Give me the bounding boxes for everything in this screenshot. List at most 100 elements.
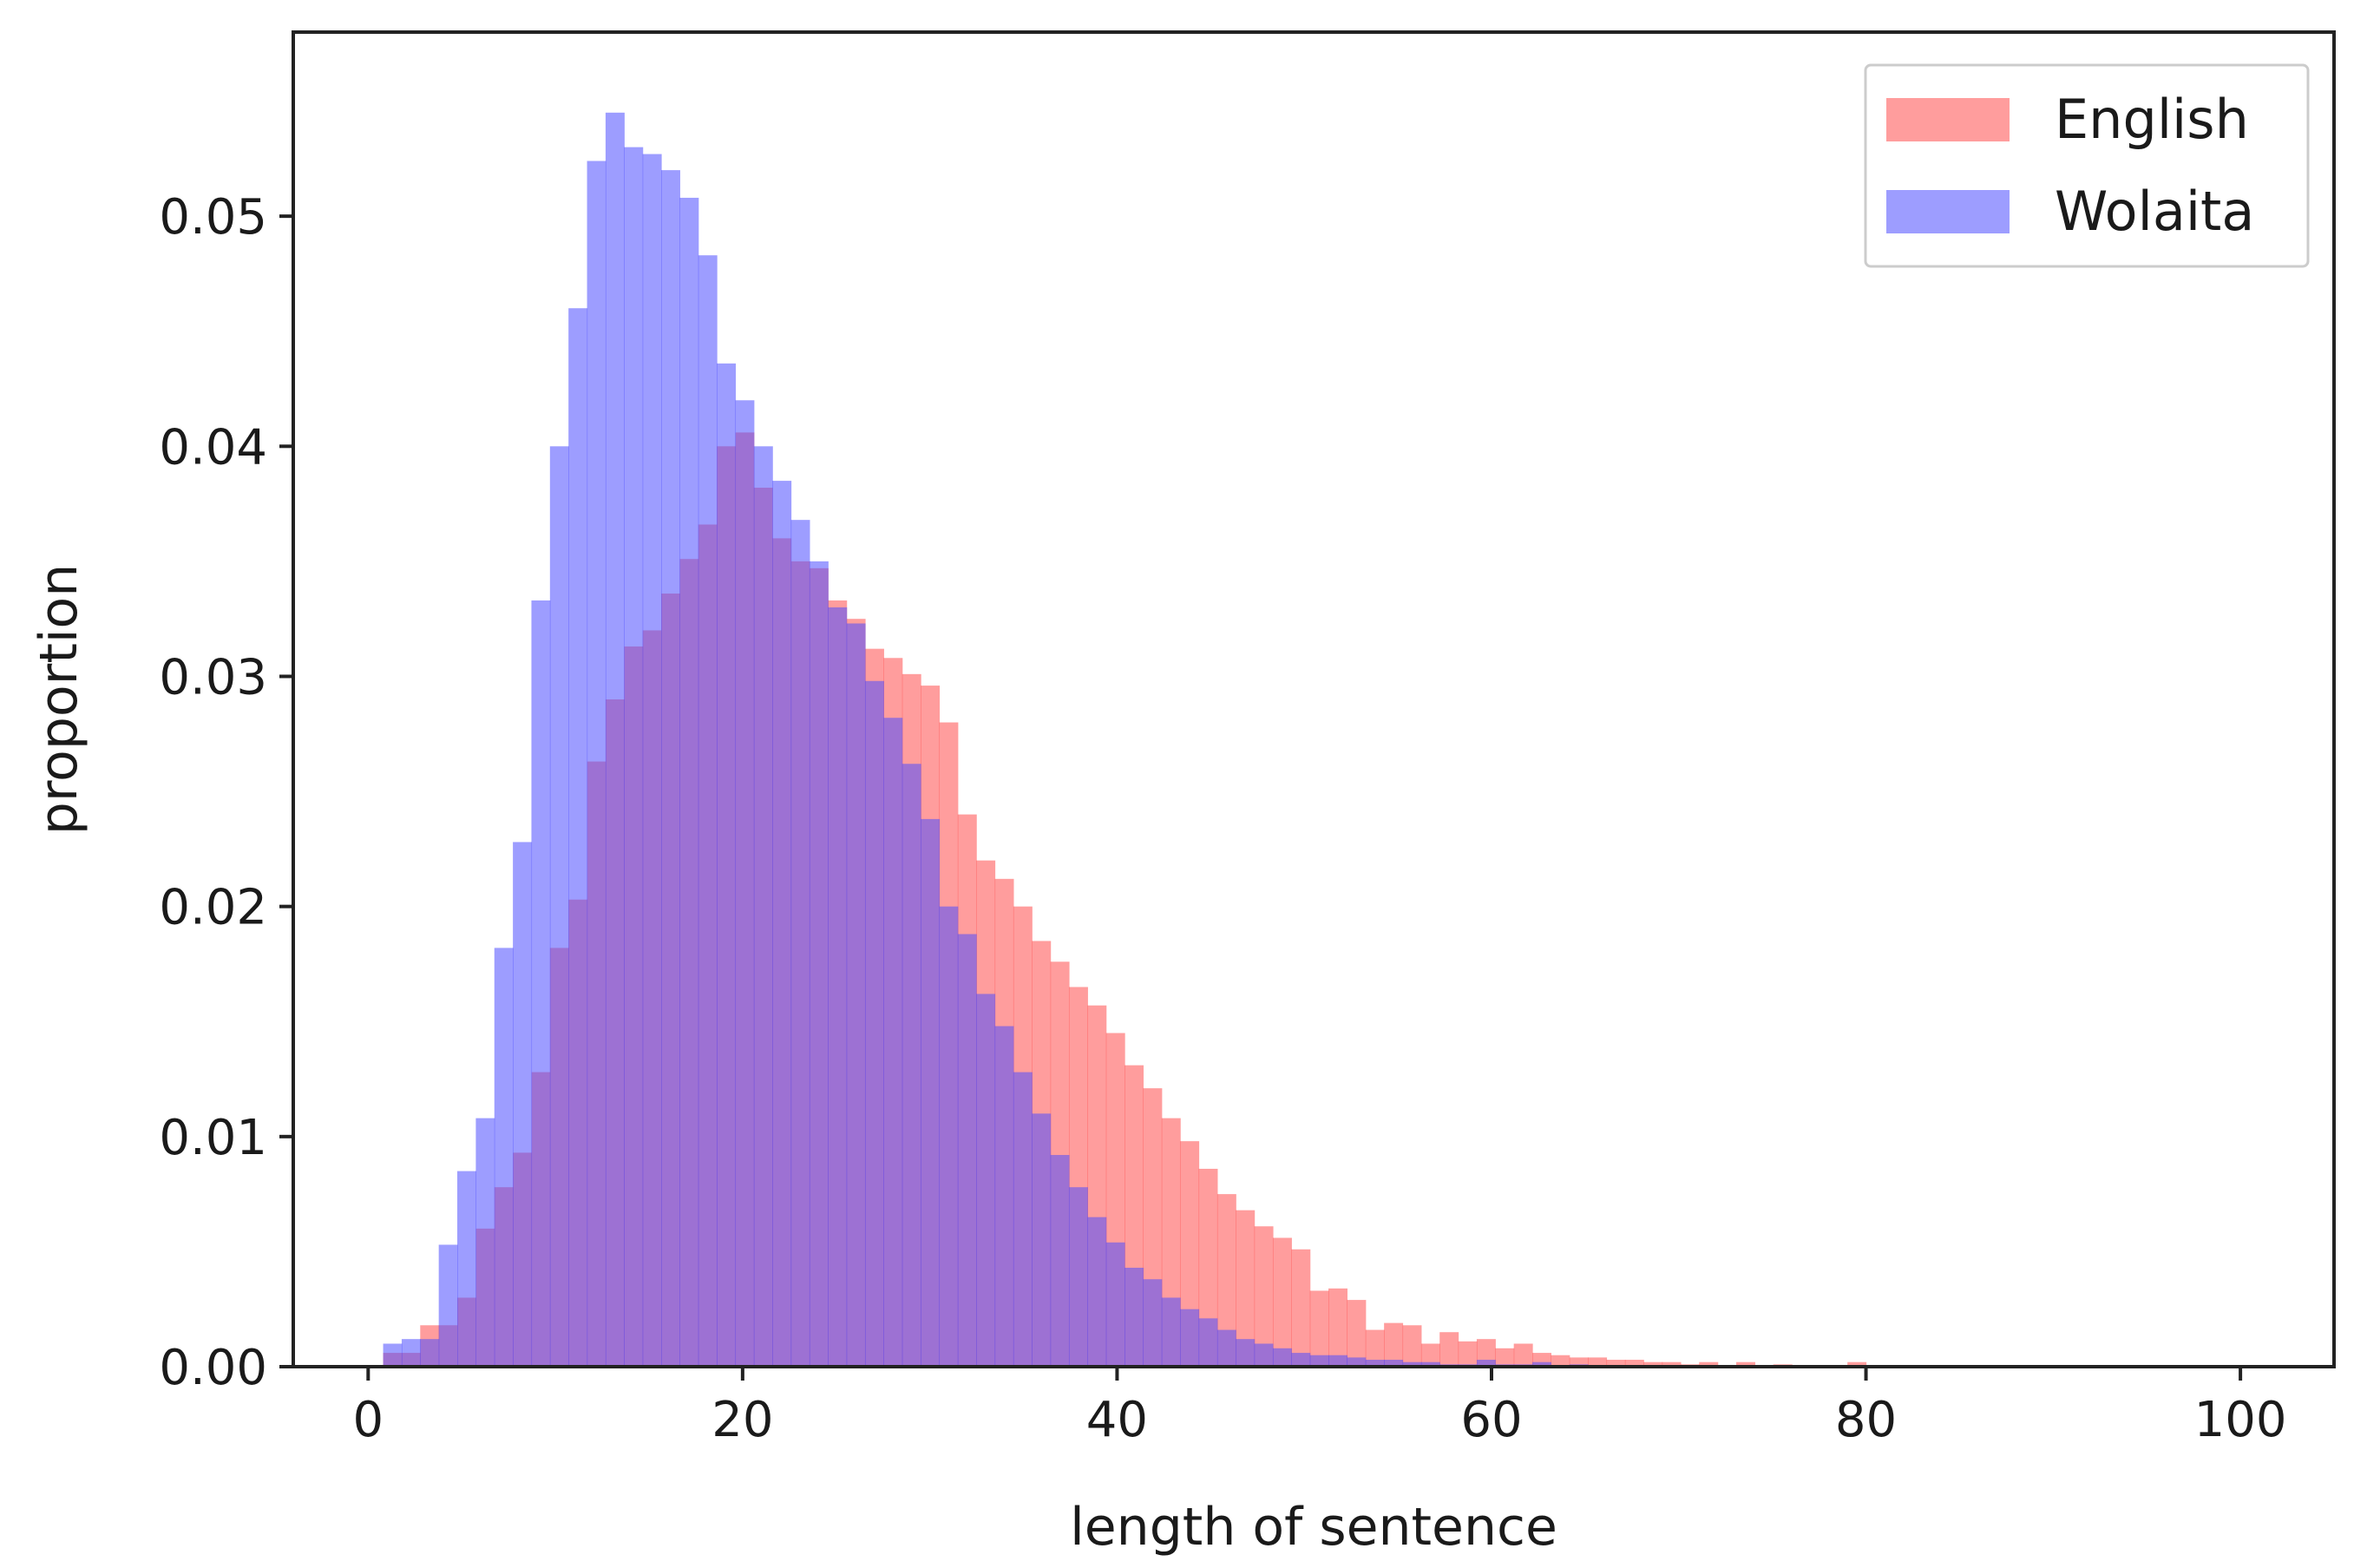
bar-wolaita-47 (1254, 1343, 1274, 1367)
bar-wolaita-17 (698, 255, 718, 1368)
x-tick-label: 60 (1460, 1392, 1522, 1448)
bar-wolaita-24 (828, 607, 848, 1367)
bar-english-71 (1699, 1361, 1719, 1367)
bar-wolaita-13 (624, 147, 644, 1368)
bar-wolaita-26 (864, 680, 884, 1367)
bar-wolaita-53 (1365, 1360, 1385, 1367)
bar-wolaita-46 (1236, 1339, 1256, 1367)
bar-english-47 (1254, 1226, 1274, 1367)
bar-wolaita-7 (513, 842, 533, 1367)
bar-wolaita-35 (1032, 1113, 1052, 1367)
bar-english-48 (1272, 1237, 1292, 1367)
x-axis: 0 20 40 60 80 100 (352, 1367, 2287, 1448)
bar-wolaita-5 (475, 1118, 495, 1367)
bar-wolaita-38 (1087, 1217, 1107, 1367)
bar-wolaita-43 (1180, 1309, 1200, 1367)
y-tick-label: 0.00 (159, 1340, 267, 1396)
bar-wolaita-23 (809, 561, 829, 1367)
bar-english-79 (1847, 1361, 1867, 1367)
bar-wolaita-36 (1050, 1155, 1070, 1367)
bar-english-44 (1198, 1168, 1218, 1367)
bar-wolaita-11 (587, 161, 607, 1367)
bar-wolaita-4 (457, 1171, 476, 1367)
bar-wolaita-16 (679, 197, 699, 1367)
bar-wolaita-59 (1476, 1360, 1496, 1367)
bar-wolaita-9 (549, 446, 569, 1367)
bar-wolaita-37 (1068, 1187, 1088, 1367)
y-axis: 0.00 0.01 0.02 0.03 0.04 0.05 (159, 189, 293, 1396)
bar-wolaita-45 (1216, 1329, 1236, 1367)
bar-wolaita-33 (994, 1026, 1014, 1367)
bar-wolaita-27 (883, 718, 903, 1367)
bar-wolaita-14 (642, 154, 662, 1367)
bar-english-50 (1309, 1290, 1329, 1367)
bar-wolaita-18 (717, 363, 737, 1368)
bar-wolaita-44 (1198, 1318, 1218, 1367)
bar-wolaita-34 (1013, 1072, 1033, 1367)
bar-english-55 (1402, 1325, 1422, 1367)
x-tick-label: 20 (711, 1392, 773, 1448)
bar-english-49 (1291, 1249, 1311, 1367)
bar-wolaita-52 (1347, 1357, 1367, 1367)
plot-bars (383, 112, 1867, 1368)
y-tick-label: 0.03 (159, 649, 267, 705)
bar-wolaita-29 (921, 818, 941, 1367)
x-tick-label: 100 (2194, 1392, 2287, 1448)
legend-label-english: English (2055, 88, 2249, 151)
bar-wolaita-51 (1328, 1355, 1348, 1367)
bar-wolaita-62 (1532, 1361, 1551, 1367)
bar-english-64 (1569, 1357, 1589, 1367)
bar-wolaita-15 (661, 170, 680, 1368)
y-tick-label: 0.01 (159, 1110, 267, 1166)
y-tick-label: 0.05 (159, 189, 267, 246)
legend-label-wolaita: Wolaita (2055, 180, 2254, 243)
bar-english-73 (1736, 1361, 1755, 1367)
x-tick-label: 80 (1835, 1392, 1897, 1448)
bar-english-67 (1624, 1360, 1644, 1367)
bar-english-61 (1513, 1343, 1533, 1367)
bar-wolaita-20 (753, 446, 773, 1367)
bar-english-63 (1551, 1355, 1570, 1367)
bar-english-57 (1439, 1332, 1459, 1367)
bar-english-54 (1384, 1322, 1404, 1367)
bar-wolaita-40 (1124, 1267, 1144, 1367)
legend-swatch-english (1886, 98, 2010, 141)
bar-wolaita-54 (1384, 1360, 1404, 1367)
bar-wolaita-8 (531, 600, 551, 1367)
bar-wolaita-6 (494, 948, 514, 1367)
bar-english-51 (1328, 1288, 1348, 1367)
series-wolaita (383, 112, 1589, 1368)
bar-english-46 (1236, 1210, 1256, 1367)
bar-wolaita-21 (772, 481, 792, 1367)
bar-english-58 (1458, 1341, 1478, 1367)
bar-wolaita-10 (568, 308, 588, 1368)
bar-wolaita-32 (976, 994, 996, 1367)
bar-english-66 (1606, 1360, 1626, 1367)
bar-wolaita-49 (1291, 1353, 1311, 1367)
bar-wolaita-22 (790, 520, 810, 1367)
bar-wolaita-28 (902, 764, 921, 1367)
x-tick-label: 40 (1086, 1392, 1148, 1448)
bar-wolaita-39 (1105, 1242, 1125, 1367)
bar-wolaita-31 (957, 934, 977, 1367)
y-tick-label: 0.02 (159, 880, 267, 936)
bar-english-53 (1365, 1329, 1385, 1367)
bar-wolaita-19 (735, 400, 755, 1367)
legend-swatch-wolaita (1886, 190, 2010, 233)
y-axis-label: proportion (29, 564, 89, 836)
bar-wolaita-3 (438, 1244, 458, 1367)
bar-wolaita-25 (846, 623, 866, 1367)
y-tick-label: 0.04 (159, 419, 267, 476)
bar-wolaita-55 (1402, 1361, 1422, 1367)
bar-wolaita-1 (401, 1339, 421, 1367)
bar-english-65 (1588, 1357, 1608, 1367)
bar-wolaita-2 (420, 1339, 440, 1367)
bar-wolaita-56 (1420, 1361, 1440, 1367)
bar-english-56 (1420, 1343, 1440, 1367)
bar-english-52 (1347, 1300, 1367, 1367)
bar-english-69 (1662, 1361, 1682, 1367)
plot-frame (292, 30, 2336, 1368)
legend: English Wolaita (1864, 63, 2310, 268)
bar-english-60 (1495, 1348, 1515, 1367)
